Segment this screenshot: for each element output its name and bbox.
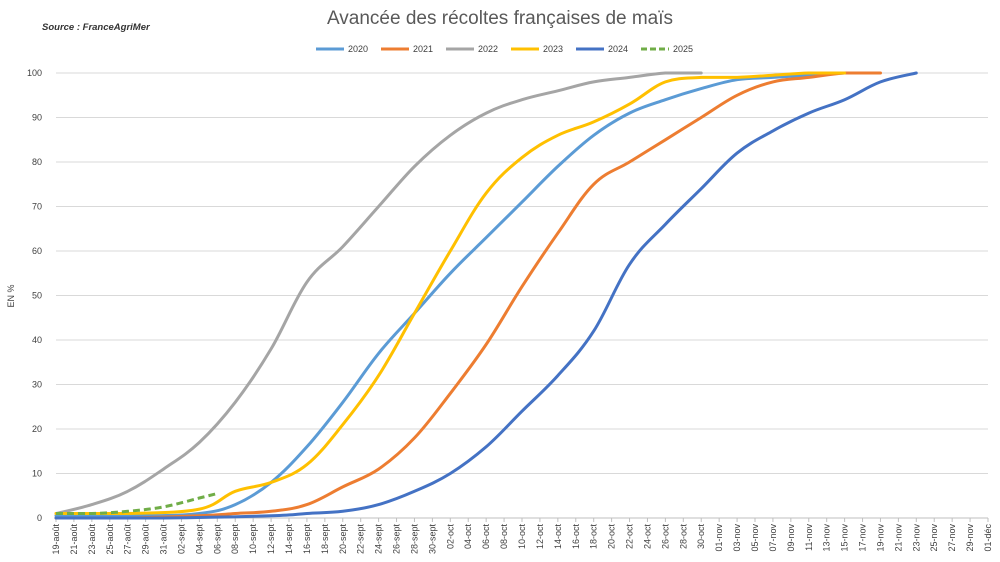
x-tick-label: 25-août (105, 524, 115, 555)
x-tick-label: 25-nov (929, 524, 939, 552)
legend-label-2022: 2022 (478, 44, 498, 54)
x-tick-label: 10-sept (248, 524, 258, 555)
x-tick-label: 23-août (87, 524, 97, 555)
x-tick-label: 13-nov (822, 524, 832, 552)
x-tick-label: 14-sept (284, 524, 294, 555)
x-tick-label: 20-oct (607, 524, 617, 550)
x-tick-label: 04-oct (463, 524, 473, 550)
x-tick-label: 18-oct (589, 524, 599, 550)
x-tick-label: 19-nov (875, 524, 885, 552)
x-tick-label: 02-sept (176, 524, 186, 555)
x-tick-label: 19-août (51, 524, 61, 555)
series-line-2024 (54, 71, 918, 520)
y-tick-label: 80 (32, 157, 42, 167)
x-tick-label: 26-oct (660, 524, 670, 550)
x-tick-label: 29-août (141, 524, 151, 555)
x-tick-label: 06-sept (212, 524, 222, 555)
x-tick-label: 27-août (123, 524, 133, 555)
x-tick-label: 12-sept (266, 524, 276, 555)
x-tick-label: 09-nov (786, 524, 796, 552)
x-tick-label: 16-sept (302, 524, 312, 555)
x-axis-ticks: 19-août 21-août 23-août 25-août 27-août 29-ao… (51, 518, 993, 555)
x-tick-label: 27-nov (947, 524, 957, 552)
x-tick-label: 18-sept (320, 524, 330, 555)
x-tick-label: 26-sept (392, 524, 402, 555)
series-lines (54, 71, 918, 520)
series-line-2020 (54, 71, 847, 518)
x-tick-label: 28-oct (678, 524, 688, 550)
x-tick-label: 23-nov (911, 524, 921, 552)
legend-label-2020: 2020 (348, 44, 368, 54)
y-tick-label: 40 (32, 335, 42, 345)
y-tick-label: 70 (32, 202, 42, 212)
x-tick-label: 04-sept (194, 524, 204, 555)
y-tick-label: 90 (32, 113, 42, 123)
legend-label-2023: 2023 (543, 44, 563, 54)
x-tick-label: 22-sept (356, 524, 366, 555)
y-tick-label: 0 (37, 513, 42, 523)
x-tick-label: 16-oct (571, 524, 581, 550)
x-tick-label: 01-déc (983, 524, 993, 552)
y-tick-label: 10 (32, 469, 42, 479)
y-axis-ticks: 0 10 20 30 40 50 60 70 80 90 100 (27, 68, 42, 523)
series-line-2021 (54, 71, 882, 520)
x-tick-label: 06-oct (481, 524, 491, 550)
y-tick-label: 100 (27, 68, 42, 78)
source-note: Source : FranceAgriMer (42, 22, 150, 33)
x-tick-label: 24-oct (642, 524, 652, 550)
x-tick-label: 28-sept (409, 524, 419, 555)
y-axis-label: EN % (6, 284, 16, 307)
x-tick-label: 30-sept (427, 524, 437, 555)
x-tick-label: 21-nov (893, 524, 903, 552)
x-tick-label: 08-oct (499, 524, 509, 550)
x-tick-label: 15-nov (840, 524, 850, 552)
x-tick-label: 17-nov (858, 524, 868, 552)
x-tick-label: 31-août (159, 524, 169, 555)
x-tick-label: 20-sept (338, 524, 348, 555)
x-tick-label: 11-nov (804, 524, 814, 551)
x-tick-label: 05-nov (750, 524, 760, 552)
x-tick-label: 12-oct (535, 524, 545, 550)
x-tick-label: 03-nov (732, 524, 742, 552)
x-tick-label: 08-sept (230, 524, 240, 555)
series-line-2023 (54, 71, 847, 515)
x-tick-label: 14-oct (553, 524, 563, 550)
x-tick-label: 22-oct (625, 524, 635, 550)
x-tick-label: 29-nov (965, 524, 975, 552)
x-tick-label: 30-oct (696, 524, 706, 550)
series-line-2022 (54, 71, 703, 515)
legend-label-2024: 2024 (608, 44, 628, 54)
x-tick-label: 01-nov (714, 524, 724, 552)
x-tick-label: 02-oct (445, 524, 455, 550)
x-tick-label: 07-nov (768, 524, 778, 552)
gridlines (56, 72, 988, 519)
x-tick-label: 24-sept (374, 524, 384, 555)
y-tick-label: 50 (32, 291, 42, 301)
series-line-2025 (56, 492, 218, 515)
y-tick-label: 60 (32, 246, 42, 256)
chart-title: Avancée des récoltes françaises de maïs (326, 8, 674, 29)
y-tick-label: 30 (32, 380, 42, 390)
x-tick-label: 10-oct (517, 524, 527, 550)
y-tick-label: 20 (32, 424, 42, 434)
legend-label-2025: 2025 (673, 44, 693, 54)
legend-label-2021: 2021 (413, 44, 433, 54)
legend: 2020 2021 2022 2023 2024 2025 (316, 44, 693, 54)
x-tick-label: 21-août (69, 524, 79, 555)
